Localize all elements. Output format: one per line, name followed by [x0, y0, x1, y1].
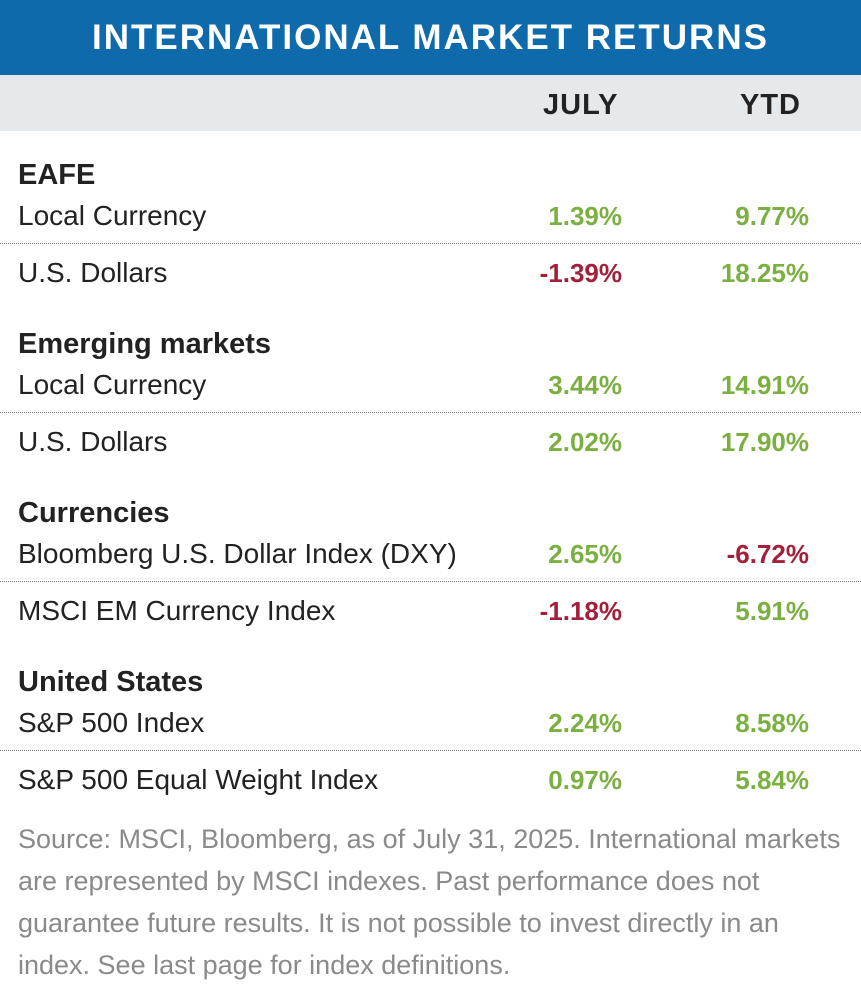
july-value: 1.39% [548, 201, 622, 231]
column-header-july: JULY [543, 89, 619, 121]
july-value: 3.44% [548, 370, 622, 400]
row-label: U.S. Dollars [18, 257, 168, 288]
july-value: -1.39% [539, 258, 622, 288]
july-value: 2.65% [548, 539, 622, 569]
july-value: 2.02% [548, 427, 622, 457]
ytd-value: 5.84% [735, 765, 809, 795]
table-row: Local Currency 1.39% 9.77% [0, 196, 861, 244]
table-row: Local Currency 3.44% 14.91% [0, 365, 861, 413]
july-value: 2.24% [548, 708, 622, 738]
table-row: U.S. Dollars -1.39% 18.25% [0, 253, 861, 293]
column-header-ytd: YTD [740, 89, 801, 121]
group-heading-united-states: United States [18, 666, 204, 698]
july-value: -1.18% [539, 596, 622, 626]
ytd-value: 18.25% [720, 258, 809, 288]
column-header-row: JULY YTD [0, 75, 861, 131]
ytd-value: 14.91% [720, 370, 809, 400]
row-label: S&P 500 Index [18, 707, 205, 738]
group-heading-currencies: Currencies [18, 497, 170, 529]
table-row: S&P 500 Equal Weight Index 0.97% 5.84% [0, 760, 861, 800]
group-heading-eafe: EAFE [18, 159, 96, 191]
ytd-value: 17.90% [720, 427, 809, 457]
table-row: Bloomberg U.S. Dollar Index (DXY) 2.65% … [0, 534, 861, 582]
table-row: U.S. Dollars 2.02% 17.90% [0, 422, 861, 462]
ytd-value: -6.72% [726, 539, 809, 569]
row-label: Local Currency [18, 200, 207, 231]
row-label: S&P 500 Equal Weight Index [18, 764, 379, 795]
ytd-value: 8.58% [735, 708, 809, 738]
july-value: 0.97% [548, 765, 622, 795]
source-note: Source: MSCI, Bloomberg, as of July 31, … [18, 824, 841, 980]
table-title: INTERNATIONAL MARKET RETURNS [0, 0, 861, 75]
ytd-value: 9.77% [735, 201, 809, 231]
row-label: Bloomberg U.S. Dollar Index (DXY) [18, 538, 457, 569]
row-label: U.S. Dollars [18, 426, 168, 457]
row-label: MSCI EM Currency Index [18, 595, 336, 626]
table-row: MSCI EM Currency Index -1.18% 5.91% [0, 591, 861, 631]
row-label: Local Currency [18, 369, 207, 400]
ytd-value: 5.91% [735, 596, 809, 626]
table-row: S&P 500 Index 2.24% 8.58% [0, 703, 861, 751]
group-heading-emerging-markets: Emerging markets [18, 328, 272, 360]
